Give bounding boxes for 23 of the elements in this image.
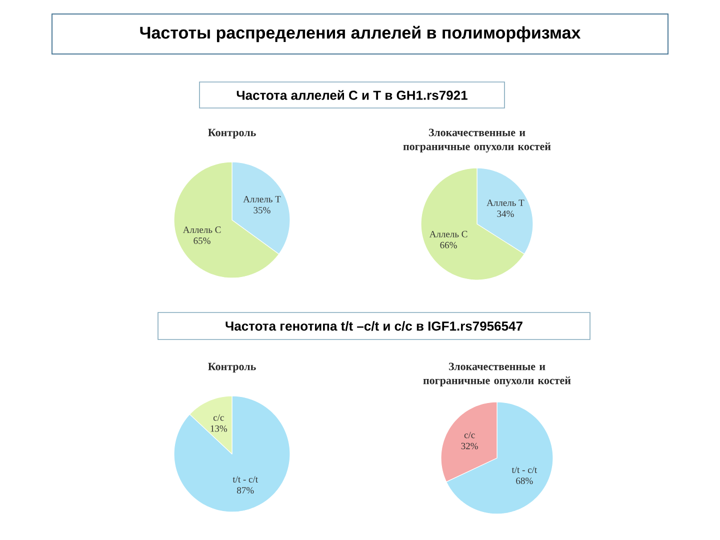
slice-label: Аллель Т [243,196,281,202]
slice-label: t/t - c/t [512,466,538,474]
text: Частоты распределения аллелей в полиморфизмах [140,26,581,42]
slice-label: Аллель С [429,230,468,238]
data-label: 66% [440,242,457,248]
text: Частота аллелей С и Т в GH1.rs7921 [236,90,468,100]
chart-title: Злокачественные и пограничные опухоли костей [423,362,571,386]
slice-label: c/c [464,432,475,438]
chart-title: Контроль [208,128,256,138]
slice-label: t/t - c/t [232,476,258,483]
slice-label: Аллель Т [486,200,524,206]
slice-label: Аллель С [182,226,221,233]
chart-title: Контроль [208,362,256,372]
data-label: 34% [497,210,514,218]
data-label: 87% [237,487,254,494]
text: Частота генотипа t/t –c/t и c/c в IGF1.rs7956547 [226,321,522,331]
data-label: 35% [254,206,270,214]
data-label: 65% [194,238,210,244]
data-label: 32% [461,442,478,450]
chart-title: Злокачественные и пограничные опухоли костей [403,128,551,152]
slice-label: c/c [213,414,224,421]
data-label: 13% [210,425,228,432]
data-label: 68% [516,478,533,484]
